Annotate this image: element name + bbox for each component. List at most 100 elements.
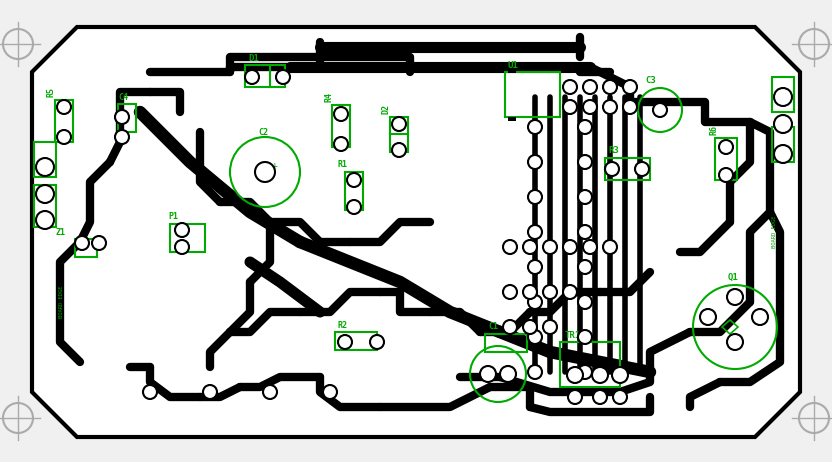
Circle shape <box>523 240 537 254</box>
Text: BOARD EDGE: BOARD EDGE <box>60 286 65 318</box>
Circle shape <box>727 334 743 350</box>
Circle shape <box>578 330 592 344</box>
Text: BOARD EDGE: BOARD EDGE <box>772 216 777 248</box>
Text: R3: R3 <box>608 146 619 155</box>
Circle shape <box>635 162 649 176</box>
Circle shape <box>57 130 71 144</box>
Text: R6: R6 <box>710 125 719 135</box>
Polygon shape <box>32 27 800 437</box>
Circle shape <box>338 335 352 349</box>
Circle shape <box>528 120 542 134</box>
Text: U1: U1 <box>508 61 518 70</box>
Bar <box>560 342 620 387</box>
Circle shape <box>500 366 516 382</box>
Circle shape <box>503 320 517 334</box>
Circle shape <box>578 190 592 204</box>
Circle shape <box>543 285 557 299</box>
Circle shape <box>567 367 583 383</box>
Circle shape <box>528 295 542 309</box>
Circle shape <box>623 100 637 114</box>
Circle shape <box>323 385 337 399</box>
Circle shape <box>503 240 517 254</box>
Circle shape <box>623 80 637 94</box>
Circle shape <box>719 168 733 182</box>
Bar <box>75 239 97 257</box>
Circle shape <box>334 137 348 151</box>
Circle shape <box>528 365 542 379</box>
Text: R5: R5 <box>47 87 56 97</box>
Circle shape <box>92 236 106 250</box>
Circle shape <box>75 236 89 250</box>
Text: P1: P1 <box>168 212 178 221</box>
Circle shape <box>263 385 277 399</box>
Circle shape <box>528 330 542 344</box>
Text: C2: C2 <box>258 128 268 137</box>
Circle shape <box>392 117 406 131</box>
Circle shape <box>578 365 592 379</box>
Circle shape <box>583 80 597 94</box>
Circle shape <box>563 285 577 299</box>
Bar <box>332 105 350 147</box>
Bar <box>715 138 737 180</box>
Circle shape <box>115 110 129 124</box>
Bar <box>118 104 136 132</box>
Circle shape <box>592 367 608 383</box>
Text: R1: R1 <box>338 160 348 169</box>
Circle shape <box>57 100 71 114</box>
Text: R2: R2 <box>338 321 348 330</box>
Circle shape <box>523 320 537 334</box>
Bar <box>508 117 516 121</box>
Bar <box>34 185 56 227</box>
Circle shape <box>774 115 792 133</box>
Bar <box>345 172 363 210</box>
Circle shape <box>36 158 54 176</box>
Circle shape <box>528 155 542 169</box>
Circle shape <box>276 70 290 84</box>
Text: C4: C4 <box>118 93 128 102</box>
Bar <box>34 142 56 177</box>
Bar <box>55 100 73 142</box>
Circle shape <box>612 367 628 383</box>
Bar <box>508 69 516 73</box>
Circle shape <box>255 162 275 182</box>
Bar <box>605 158 650 180</box>
Circle shape <box>543 320 557 334</box>
Circle shape <box>347 200 361 214</box>
Bar <box>508 69 516 73</box>
Circle shape <box>700 309 716 325</box>
Bar <box>508 69 516 73</box>
Circle shape <box>334 107 348 121</box>
Circle shape <box>578 260 592 274</box>
Bar <box>508 117 516 121</box>
Circle shape <box>175 240 189 254</box>
Circle shape <box>578 120 592 134</box>
Text: +: + <box>272 161 278 171</box>
Circle shape <box>36 185 54 203</box>
Circle shape <box>568 390 582 404</box>
Text: Z1: Z1 <box>55 228 65 237</box>
Circle shape <box>603 100 617 114</box>
Circle shape <box>528 190 542 204</box>
Circle shape <box>503 285 517 299</box>
Circle shape <box>115 130 129 144</box>
Circle shape <box>752 309 768 325</box>
Bar <box>508 117 516 121</box>
Circle shape <box>578 295 592 309</box>
Text: R4: R4 <box>325 92 334 102</box>
Circle shape <box>175 223 189 237</box>
Circle shape <box>528 260 542 274</box>
Bar <box>390 117 408 152</box>
Circle shape <box>603 80 617 94</box>
Circle shape <box>603 240 617 254</box>
Text: D1: D1 <box>248 54 259 63</box>
Circle shape <box>528 225 542 239</box>
Circle shape <box>774 88 792 106</box>
Bar <box>772 127 794 162</box>
Text: C1: C1 <box>488 322 498 331</box>
Circle shape <box>563 100 577 114</box>
Bar <box>485 334 527 352</box>
Circle shape <box>593 390 607 404</box>
Circle shape <box>563 80 577 94</box>
Circle shape <box>613 390 627 404</box>
Circle shape <box>543 240 557 254</box>
